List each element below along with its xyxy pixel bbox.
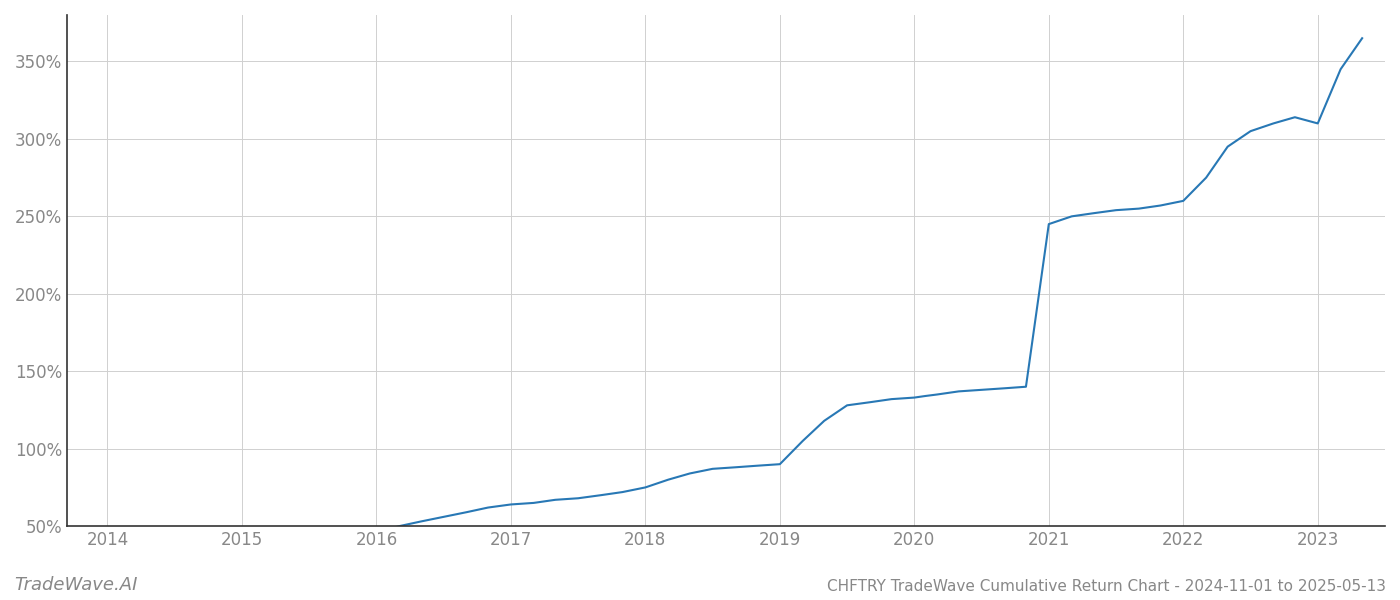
Text: CHFTRY TradeWave Cumulative Return Chart - 2024-11-01 to 2025-05-13: CHFTRY TradeWave Cumulative Return Chart… bbox=[827, 579, 1386, 594]
Text: TradeWave.AI: TradeWave.AI bbox=[14, 576, 137, 594]
